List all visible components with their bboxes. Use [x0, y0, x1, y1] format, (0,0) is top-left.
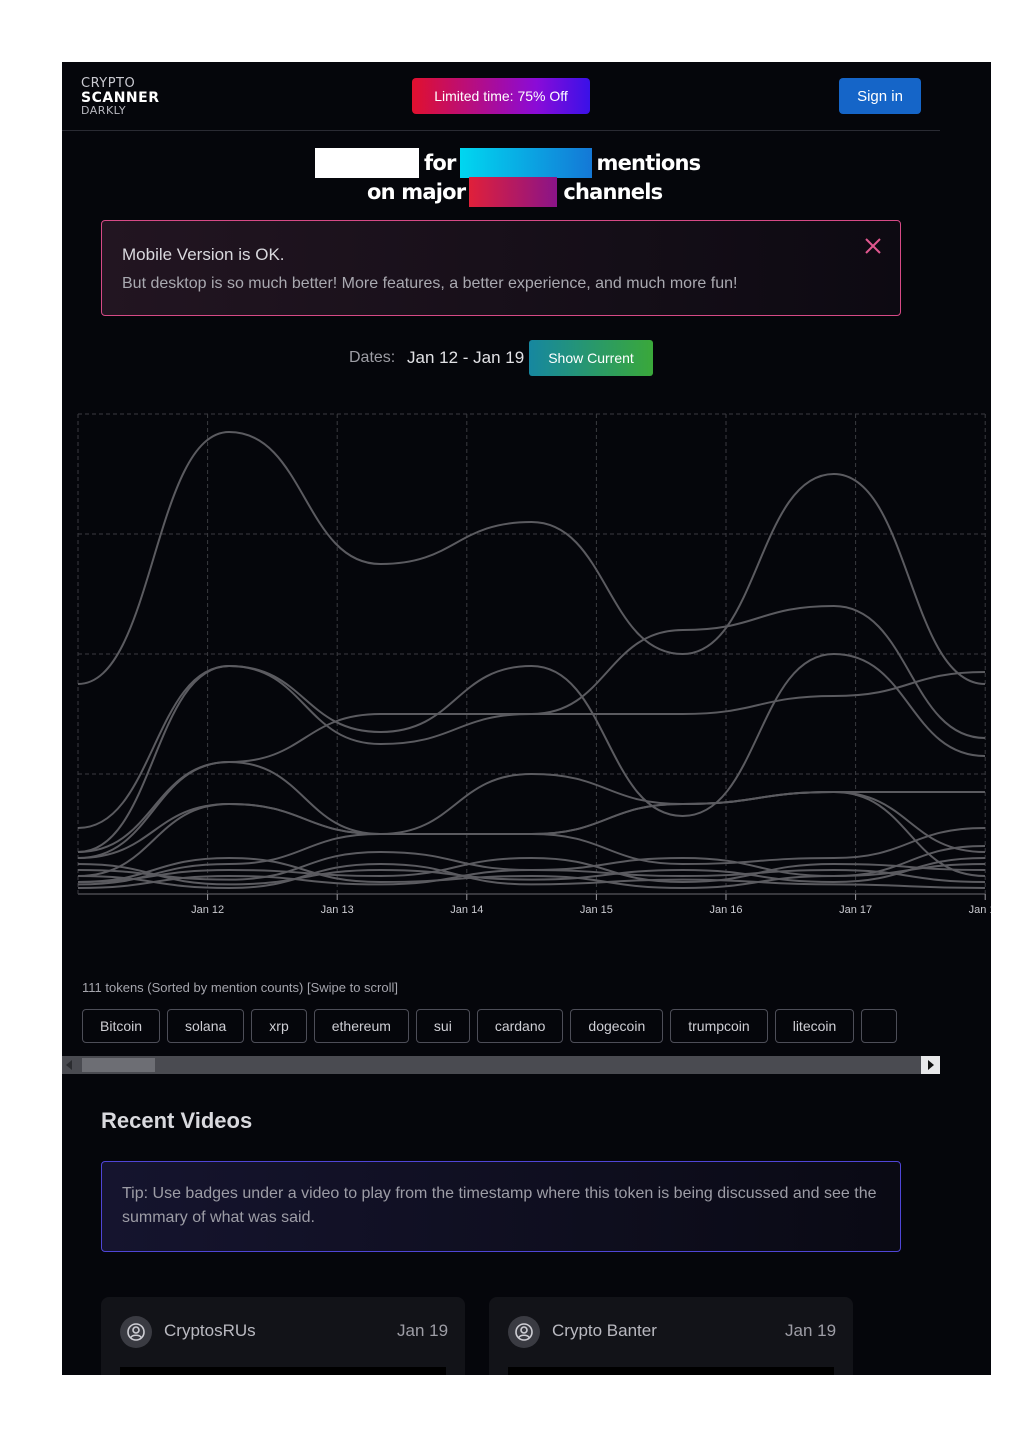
series-line — [77, 652, 986, 853]
token-chip[interactable] — [861, 1009, 898, 1043]
video-card[interactable]: Crypto Banter Jan 19 — [489, 1297, 853, 1375]
video-date: Jan 19 — [785, 1321, 837, 1340]
x-tick-label: Jan 13 — [321, 904, 354, 916]
headline-word-mentions: mentions — [596, 151, 702, 175]
series-line — [77, 790, 986, 859]
video-channel-name[interactable]: CryptosRUs — [164, 1321, 256, 1340]
mentions-line-chart: Jan 12 Jan 13 Jan 14 Jan 15 Jan 16 Jan 17 Jan … — [77, 413, 991, 916]
headline-redacted-block-magenta — [469, 177, 558, 207]
token-chip[interactable]: litecoin — [774, 1009, 855, 1043]
headline-row-2: on major channels — [367, 177, 663, 207]
series-line — [77, 604, 986, 829]
alert-text: But desktop is so much better! More feat… — [122, 275, 738, 292]
promo-button[interactable]: Limited time: 75% Off — [412, 78, 590, 114]
video-date: Jan 19 — [397, 1321, 449, 1340]
token-chip[interactable]: sui — [415, 1009, 470, 1043]
token-chip[interactable]: Bitcoin — [82, 1009, 161, 1043]
logo-line-3: DARKLY — [81, 104, 127, 117]
series-line — [77, 862, 986, 890]
scrollbar-thumb[interactable] — [82, 1058, 155, 1072]
x-tick-label: Jan 16 — [709, 904, 742, 916]
chart-x-axis: Jan 12 Jan 13 Jan 14 Jan 15 Jan 16 Jan 17 Jan … — [191, 894, 991, 916]
x-tick-label: Jan 17 — [839, 904, 872, 916]
token-chip[interactable]: dogecoin — [570, 1009, 664, 1043]
app-frame: CRYPTO SCANNER DARKLY Limited time: 75% … — [62, 62, 991, 1375]
series-line — [77, 827, 986, 886]
series-line — [77, 856, 986, 884]
chart-series — [77, 430, 986, 890]
token-chip-list[interactable]: Bitcoin solana xrp ethereum sui cardano dogeco… — [82, 1009, 940, 1045]
horizontal-scrollbar[interactable] — [62, 1056, 940, 1074]
scroll-left-arrow-icon[interactable] — [66, 1060, 72, 1070]
series-line — [77, 845, 986, 881]
token-chip[interactable]: cardano — [476, 1009, 564, 1043]
token-chip[interactable]: ethereum — [313, 1009, 409, 1043]
x-tick-label: Jan 18 — [969, 904, 991, 916]
series-line — [77, 856, 986, 890]
scroll-right-arrow-icon[interactable] — [921, 1056, 940, 1074]
alert-title: Mobile Version is OK. — [122, 245, 285, 264]
token-chip[interactable]: trumpcoin — [670, 1009, 768, 1043]
user-circle-icon — [508, 1316, 540, 1348]
tip-text: Tip: Use badges under a video to play fr… — [122, 1185, 877, 1226]
video-thumbnail[interactable] — [120, 1367, 446, 1375]
token-chip[interactable]: xrp — [251, 1009, 307, 1043]
header: CRYPTO SCANNER DARKLY Limited time: 75% … — [62, 62, 940, 131]
token-chip[interactable]: solana — [167, 1009, 245, 1043]
token-count-text: 111 tokens (Sorted by mention counts) [S… — [82, 980, 399, 995]
series-line — [77, 868, 986, 889]
video-channel-name[interactable]: Crypto Banter — [552, 1321, 657, 1340]
headline-word-on-major: on major — [367, 180, 466, 204]
logo-line-2: SCANNER — [81, 90, 160, 106]
x-tick-label: Jan 12 — [191, 904, 224, 916]
close-icon[interactable] — [862, 237, 884, 259]
series-line — [77, 857, 986, 886]
dates-range[interactable]: Jan 12 - Jan 19 — [407, 348, 525, 367]
recent-videos-title: Recent Videos — [101, 1108, 253, 1133]
close-icon-glyph — [865, 238, 881, 254]
headline-word-channels: channels — [563, 180, 663, 204]
series-line — [77, 671, 986, 853]
headline-word-for: for — [424, 151, 456, 175]
headline-redacted-block-white — [315, 148, 419, 178]
show-current-button[interactable]: Show Current — [529, 340, 653, 376]
x-tick-label: Jan 14 — [450, 904, 483, 916]
user-circle-icon — [120, 1316, 152, 1348]
video-thumbnail[interactable] — [508, 1367, 834, 1375]
sign-in-button[interactable]: Sign in — [839, 78, 921, 114]
video-card[interactable]: CryptosRUs Jan 19 — [101, 1297, 465, 1375]
logo-line-1: CRYPTO — [81, 76, 136, 91]
tip-box: Tip: Use badges under a video to play fr… — [101, 1161, 901, 1252]
chart-grid — [77, 413, 986, 895]
headline-row-1: for mentions — [315, 148, 702, 178]
logo[interactable]: CRYPTO SCANNER DARKLY — [81, 77, 159, 116]
dates-label: Dates: — [349, 349, 396, 366]
mobile-version-alert: Mobile Version is OK. But desktop is so … — [101, 220, 901, 316]
x-tick-label: Jan 15 — [580, 904, 613, 916]
series-line — [77, 430, 986, 685]
headline-redacted-block-cyan — [459, 148, 592, 178]
